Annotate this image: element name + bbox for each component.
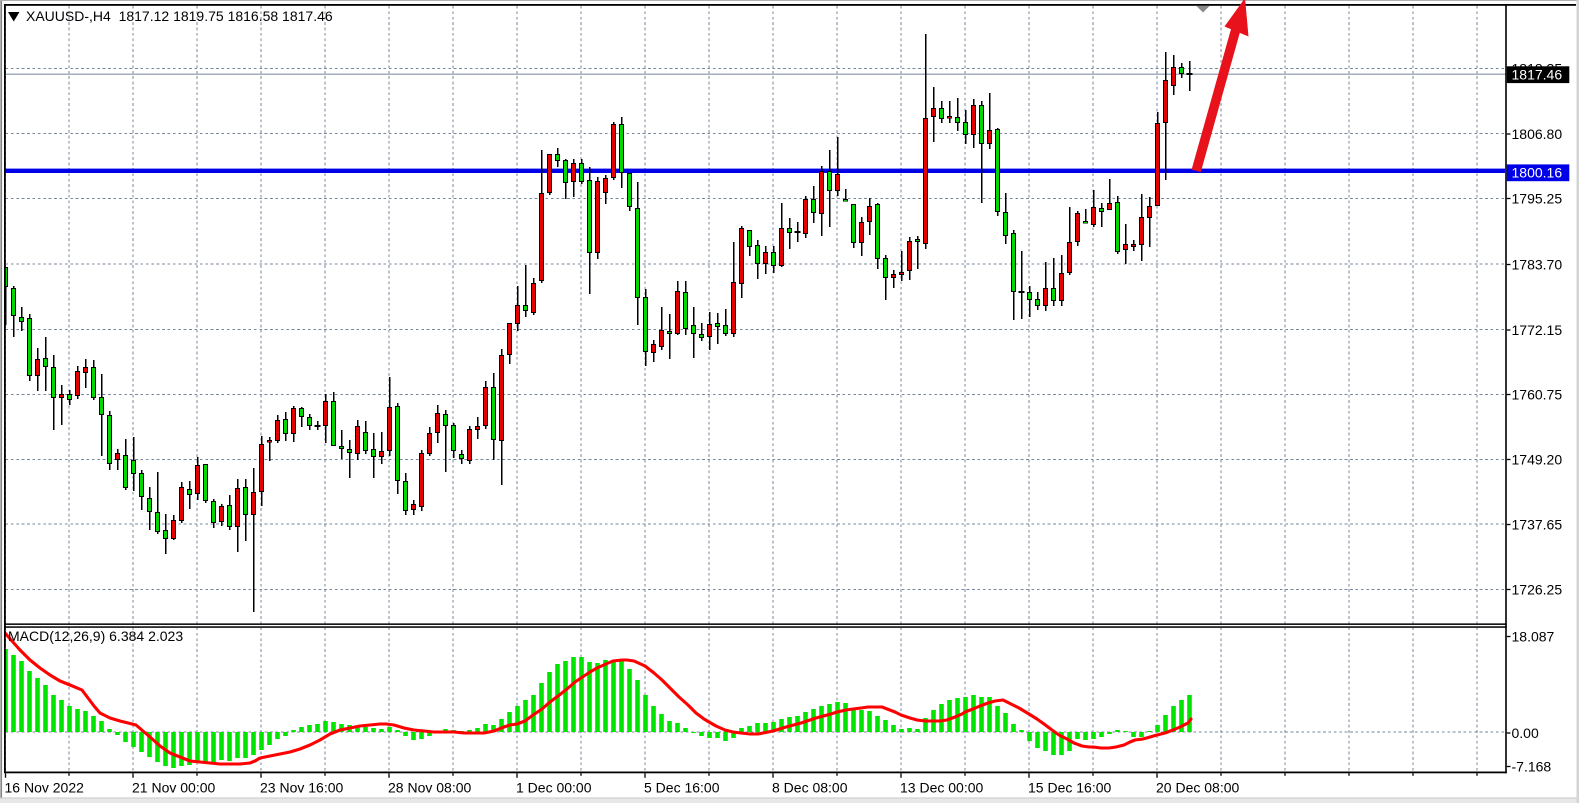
svg-text:1817.46: 1817.46: [1512, 67, 1563, 83]
svg-text:20 Dec 08:00: 20 Dec 08:00: [1156, 780, 1239, 796]
svg-text:1760.75: 1760.75: [1512, 387, 1563, 403]
svg-text:1726.25: 1726.25: [1512, 582, 1563, 598]
svg-text:21 Nov 00:00: 21 Nov 00:00: [132, 780, 215, 796]
svg-text:1772.15: 1772.15: [1512, 322, 1563, 338]
svg-text:18.087: 18.087: [1512, 629, 1555, 645]
svg-text:1795.25: 1795.25: [1512, 191, 1563, 207]
svg-text:0.00: 0.00: [1512, 725, 1539, 741]
svg-text:28 Nov 08:00: 28 Nov 08:00: [388, 780, 471, 796]
svg-text:8 Dec 08:00: 8 Dec 08:00: [772, 780, 848, 796]
svg-text:1783.70: 1783.70: [1512, 257, 1563, 273]
svg-text:15 Dec 16:00: 15 Dec 16:00: [1028, 780, 1111, 796]
svg-text:1800.16: 1800.16: [1512, 165, 1563, 181]
svg-text:1737.65: 1737.65: [1512, 517, 1563, 533]
svg-text:13 Dec 00:00: 13 Dec 00:00: [900, 780, 983, 796]
svg-text:XAUUSD-,H4 1817.12 1819.75 18: XAUUSD-,H4 1817.12 1819.75 1816.58 1817.…: [26, 8, 333, 24]
svg-text:5 Dec 16:00: 5 Dec 16:00: [644, 780, 720, 796]
svg-text:16 Nov 2022: 16 Nov 2022: [5, 780, 85, 796]
svg-text:1 Dec 00:00: 1 Dec 00:00: [516, 780, 592, 796]
svg-text:1749.20: 1749.20: [1512, 452, 1563, 468]
svg-text:1806.80: 1806.80: [1512, 126, 1563, 142]
svg-text:-7.168: -7.168: [1512, 759, 1552, 775]
svg-text:23 Nov 16:00: 23 Nov 16:00: [260, 780, 343, 796]
svg-text:MACD(12,26,9) 6.384 2.023: MACD(12,26,9) 6.384 2.023: [8, 628, 183, 644]
